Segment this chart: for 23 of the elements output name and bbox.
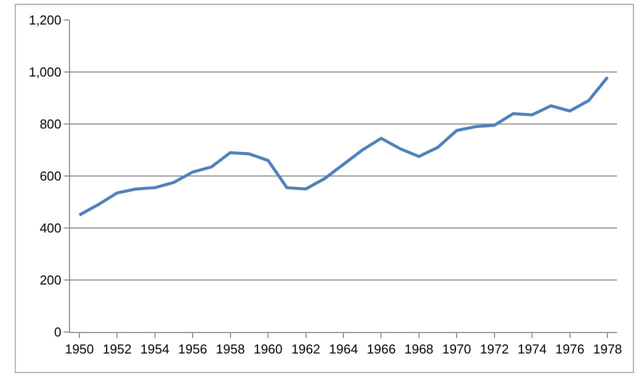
x-tick-label: 1958 [216,342,245,357]
x-tick-label: 1970 [442,342,472,357]
x-tick-label: 1956 [178,342,208,357]
x-tick-label: 1978 [593,342,622,357]
x-tick-label: 1950 [64,342,94,357]
y-tick-label: 400 [40,220,62,236]
x-tick-label: 1974 [518,342,547,357]
y-tick-label: 600 [40,168,62,184]
line-series [78,76,610,216]
y-tick-label: 1,200 [28,12,62,28]
x-tick-label: 1976 [555,342,584,357]
y-tick-label: 1,000 [28,64,62,80]
x-tick-label: 1964 [329,342,358,357]
x-tick-label: 1952 [102,342,132,357]
x-tick-label: 1954 [140,342,170,357]
x-tick-label: 1968 [404,342,434,357]
x-tick-label: 1962 [291,342,320,357]
x-tick-label: 1972 [480,342,509,357]
x-tick-label: 1960 [254,342,283,357]
y-tick-label: 800 [40,116,62,132]
y-tick-label: 0 [54,324,62,340]
y-tick-label: 200 [40,272,62,288]
x-tick-label: 1966 [366,342,396,357]
